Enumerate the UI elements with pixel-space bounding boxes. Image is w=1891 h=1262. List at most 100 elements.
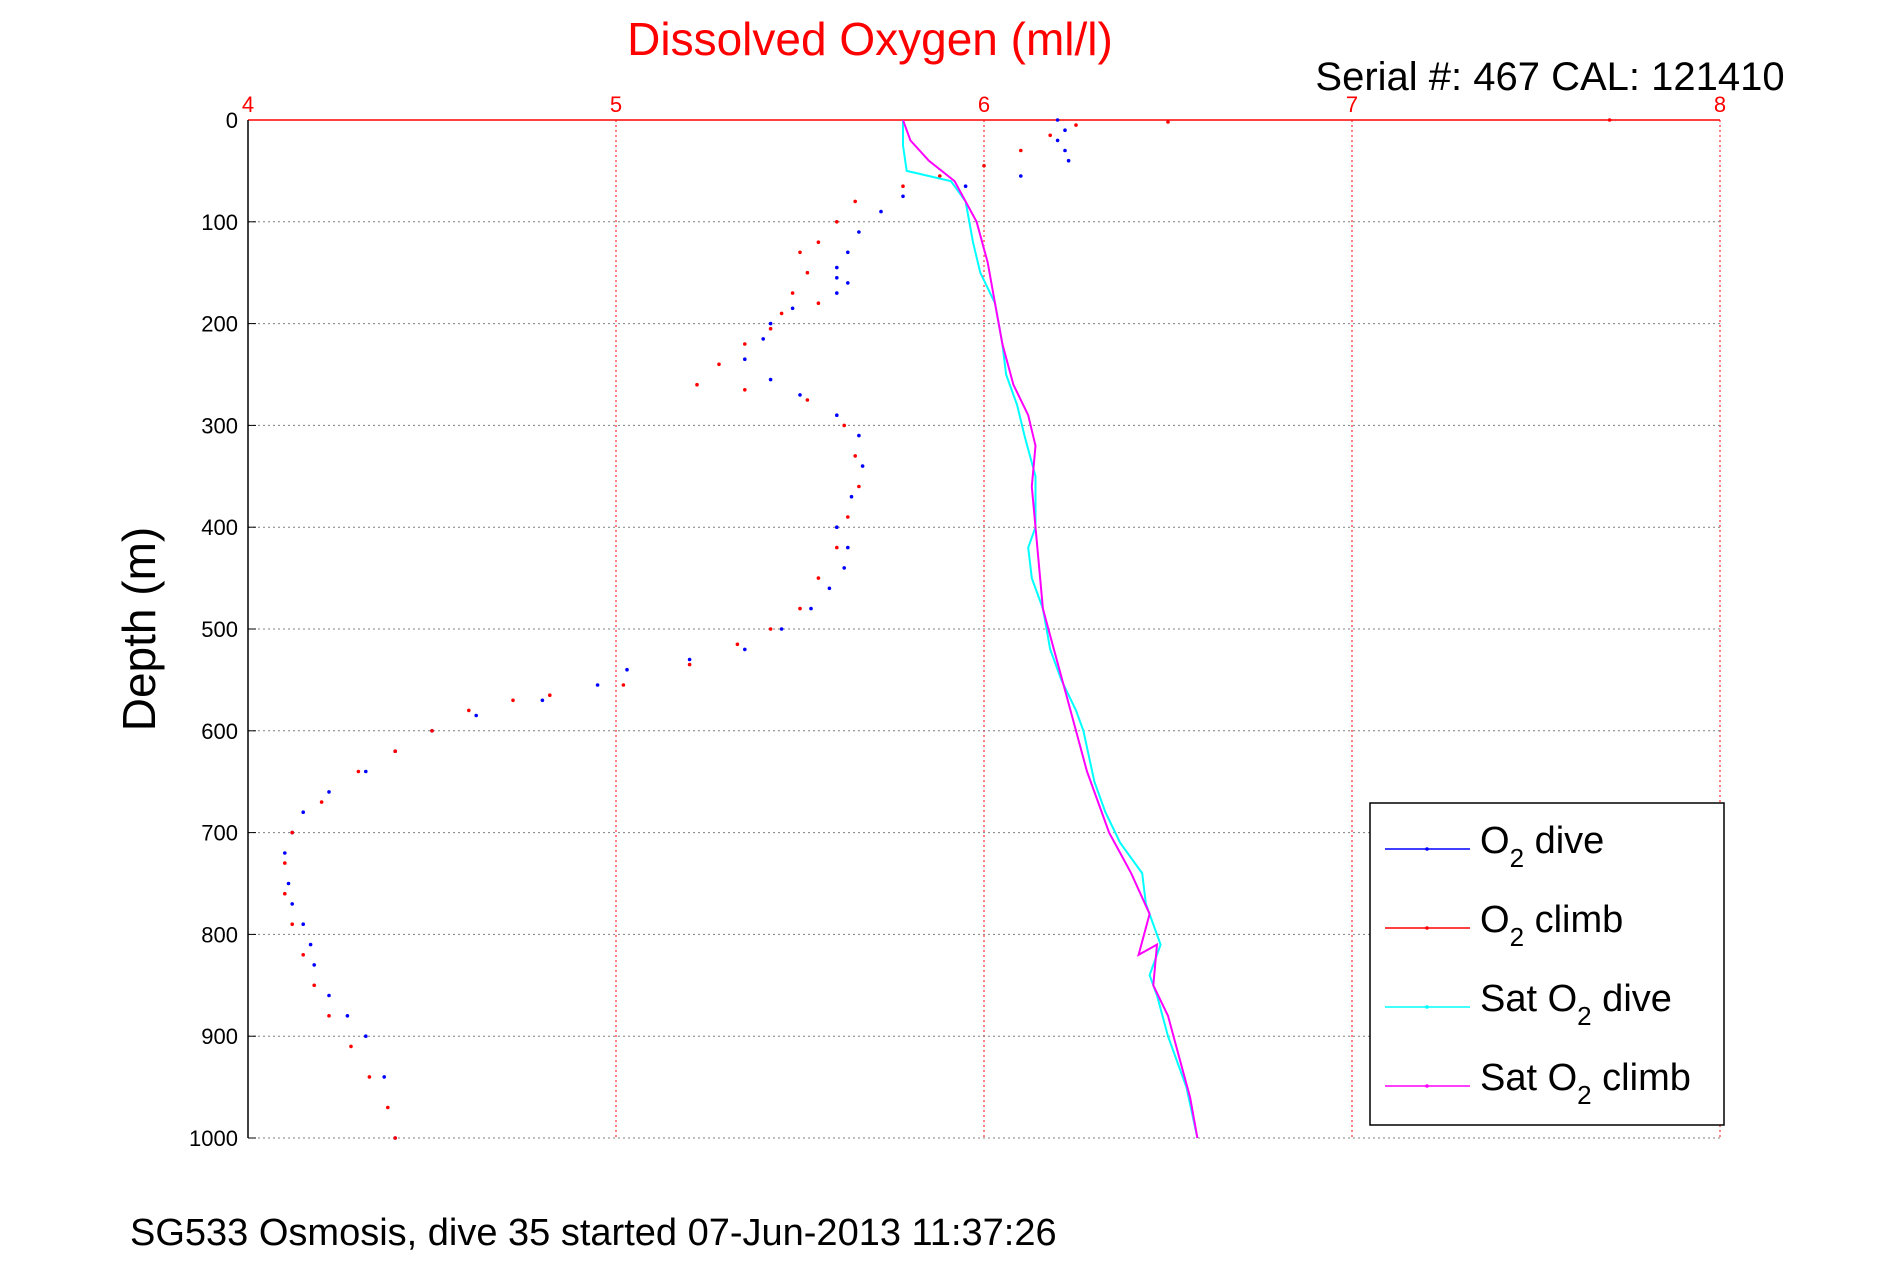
series-point-1 [290, 830, 295, 835]
series-point-1 [938, 174, 942, 178]
series-point-1 [816, 240, 821, 244]
series-point-1 [393, 1136, 398, 1140]
x-tick-label: 8 [1714, 92, 1726, 117]
series-point-0 [1063, 128, 1067, 132]
series-point-0 [595, 683, 600, 687]
legend-entry-2: Sat O2 dive [1480, 978, 1672, 1031]
legend-entry-3: Sat O2 climb [1480, 1057, 1691, 1110]
x-tick-label: 4 [242, 92, 254, 117]
y-axis-label: Depth (m) [113, 527, 165, 731]
y-tick-label: 600 [201, 719, 238, 744]
series-line-3 [902, 119, 1199, 1139]
axes: 4 5 6 7 8 0 100 200 300 400 500 600 700 800 900 1000 [189, 92, 1726, 1151]
legend-box [1369, 802, 1725, 1126]
legend-label-main: Sat O [1480, 978, 1577, 1020]
series-point-1 [798, 250, 802, 255]
series-point-1 [790, 291, 795, 295]
series-point-0 [743, 357, 747, 362]
y-tick-label: 200 [201, 312, 238, 337]
x-tick-label: 6 [978, 92, 990, 117]
series-point-0 [849, 494, 854, 499]
series-point-0 [283, 851, 287, 855]
series-point-0 [835, 413, 839, 418]
series-point-0 [963, 184, 968, 188]
series-point-1 [548, 693, 552, 697]
series-point-0 [809, 606, 813, 611]
series-point-0 [290, 902, 295, 906]
series-point-1 [805, 270, 810, 275]
series-point-0 [835, 525, 839, 529]
series-point-0 [779, 627, 784, 631]
series-point-1 [319, 800, 324, 804]
series-point-1 [356, 769, 361, 774]
series-point-1 [621, 683, 626, 687]
y-tick-label: 0 [226, 108, 238, 133]
series-point-1 [779, 311, 784, 316]
series-point-0 [286, 881, 291, 886]
series-point-0 [625, 667, 629, 672]
series-point-1 [386, 1105, 390, 1110]
series-point-0 [308, 942, 313, 947]
series-point-0 [687, 657, 692, 662]
legend-label-sub: 2 [1510, 922, 1524, 952]
chart-title: Dissolved Oxygen (ml/l) [627, 13, 1113, 65]
series-point-1 [982, 164, 986, 168]
series-point-0 [879, 209, 883, 214]
chart-subtitle: Serial #: 467 CAL: 121410 [1315, 55, 1784, 99]
series-point-1 [717, 362, 721, 367]
series-point-1 [835, 220, 839, 224]
series-point-1 [312, 983, 317, 988]
series-point-0 [301, 810, 306, 814]
footer-caption: SG533 Osmosis, dive 35 started 07-Jun-20… [130, 1212, 1057, 1254]
series-point-0 [857, 433, 861, 438]
series-point-0 [1063, 148, 1067, 153]
x-tick-label: 5 [610, 92, 622, 117]
series-point-0 [860, 464, 865, 468]
legend-label-main: O [1480, 820, 1510, 862]
legend-swatch-marker [1425, 1084, 1429, 1088]
series-point-0 [345, 1014, 350, 1018]
series-point-1 [743, 342, 747, 346]
series-point-0 [382, 1075, 387, 1079]
series-point-1 [798, 606, 802, 611]
series-point-0 [761, 337, 765, 341]
legend-label-sub: 2 [1577, 1001, 1591, 1031]
legend-label-main: O [1480, 899, 1510, 941]
series-point-1 [853, 199, 857, 204]
series-point-1 [901, 184, 905, 188]
series-point-0 [827, 586, 832, 591]
series-point-0 [846, 281, 850, 285]
series-point-0 [790, 306, 795, 311]
series-point-0 [835, 276, 839, 280]
series-point-1 [349, 1044, 353, 1049]
series-point-0 [835, 291, 839, 295]
series-point-0 [364, 1034, 368, 1038]
series-point-1 [327, 1014, 331, 1018]
series-point-0 [312, 963, 317, 967]
series-point-0 [798, 393, 802, 397]
series-point-1 [816, 576, 821, 580]
series-point-1 [467, 708, 471, 713]
series-point-0 [1055, 118, 1060, 122]
series-point-0 [743, 647, 747, 652]
series-point-1 [430, 729, 434, 733]
y-tick-label: 900 [201, 1024, 238, 1049]
series-point-0 [327, 993, 331, 998]
series-point-1 [290, 922, 295, 926]
series-point-0 [835, 265, 839, 270]
legend-label-sub: 2 [1577, 1080, 1591, 1110]
series-point-1 [511, 698, 515, 703]
series-point-0 [901, 194, 905, 199]
y-tick-label: 100 [201, 210, 238, 235]
legend-label-rest: climb [1524, 899, 1623, 941]
series-point-1 [842, 423, 846, 428]
legend-entry-0: O2 dive [1480, 820, 1604, 873]
series-point-0 [1066, 158, 1071, 163]
series-point-1 [805, 398, 810, 402]
y-tick-label: 400 [201, 515, 238, 540]
series-point-1 [283, 861, 287, 865]
series-point-0 [768, 377, 773, 382]
series-point-0 [1019, 174, 1023, 178]
series-point-0 [857, 230, 861, 234]
